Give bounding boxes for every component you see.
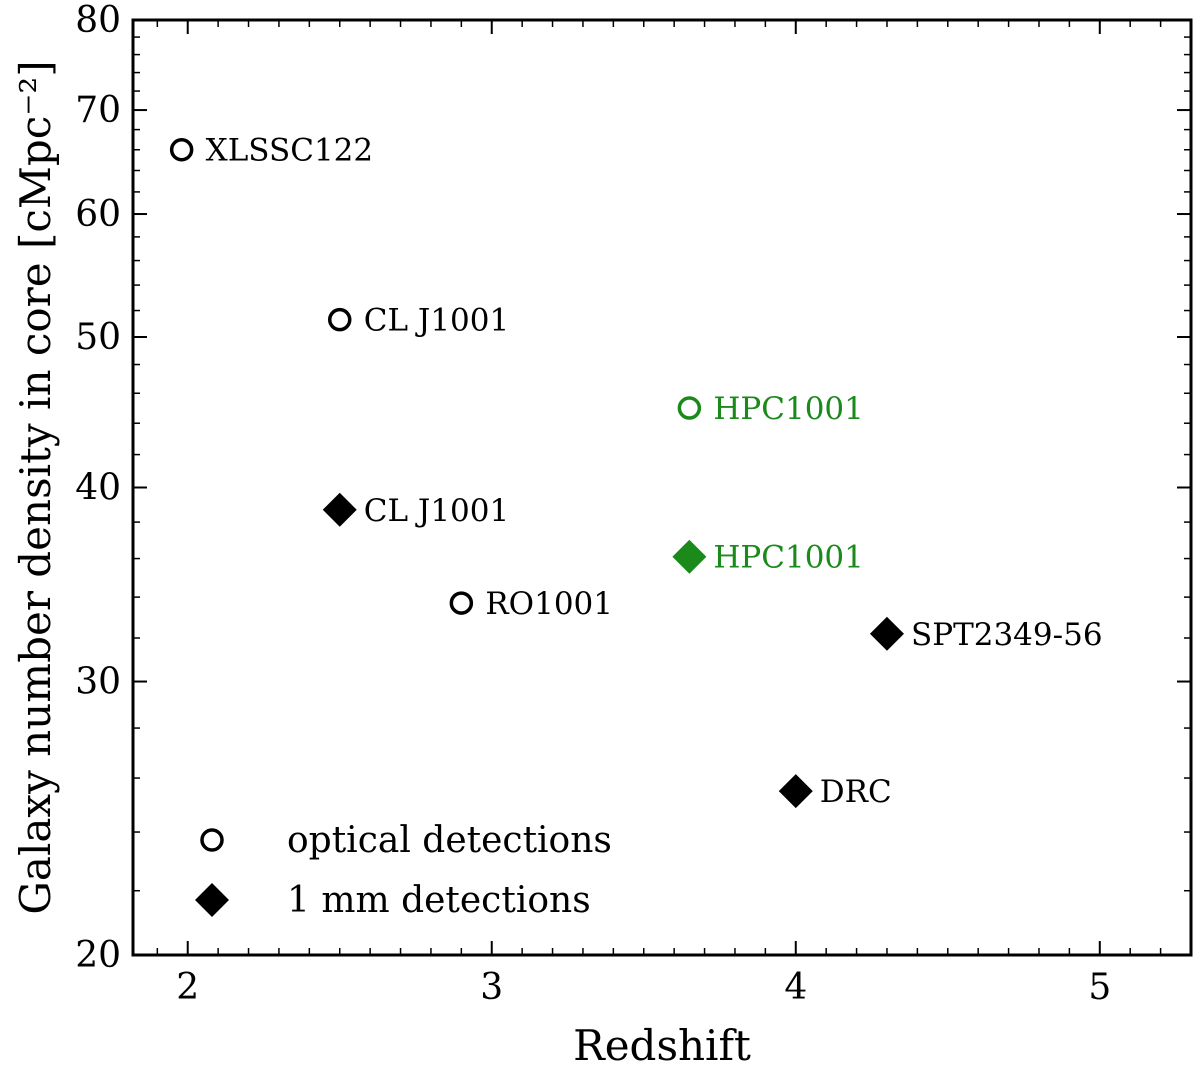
x-tick-label: 2	[176, 967, 199, 1008]
legend-label: optical detections	[287, 820, 612, 861]
legend-circle-marker	[200, 828, 224, 852]
legend: optical detections 1 mm detections	[195, 820, 612, 921]
mm-point-hpc1001	[672, 539, 707, 574]
plot-frame	[131, 18, 1193, 957]
optical-point-hpc1001	[677, 396, 702, 420]
y-tick-label: 30	[75, 662, 121, 703]
y-axis-title: Galaxy number density in core [cMpc⁻²]	[11, 60, 60, 914]
point-label-cl-j1001: CL J1001	[364, 493, 509, 529]
x-tick-label: 4	[784, 967, 807, 1008]
legend-label: 1 mm detections	[287, 880, 591, 921]
point-label-hpc1001: HPC1001	[713, 540, 864, 576]
y-tick-label: 60	[75, 194, 121, 235]
mm-point-drc	[778, 774, 813, 809]
point-label-spt2349-56: SPT2349-56	[911, 617, 1103, 653]
optical-point-cl-j1001	[327, 307, 352, 332]
y-tick-label: 20	[75, 935, 121, 976]
point-label-cl-j1001: CL J1001	[364, 303, 509, 339]
axis-tick-labels: 2 3 4 5 20 30 40 50 60 70 80	[75, 0, 1111, 1008]
point-label-ro1001: RO1001	[485, 586, 613, 622]
point-label-drc: DRC	[820, 774, 892, 810]
point-label-xlssc122: XLSSC122	[206, 133, 373, 169]
optical-point-xlssc122	[169, 137, 194, 162]
y-tick-label: 50	[75, 317, 121, 358]
y-tick-label: 40	[75, 468, 121, 509]
legend-diamond-marker	[195, 883, 229, 917]
y-tick-label: 80	[75, 0, 121, 41]
y-tick-label: 70	[75, 90, 121, 131]
data-points: XLSSC122 CL J1001 HPC1001 RO1001 CL J1001 HPC…	[169, 133, 1103, 810]
mm-point-cl-j1001	[322, 492, 357, 527]
x-tick-label: 5	[1088, 967, 1111, 1008]
mm-point-spt2349-56	[869, 616, 904, 651]
x-axis-title: Redshift	[573, 1021, 751, 1067]
optical-point-ro1001	[449, 591, 474, 615]
x-tick-label: 3	[480, 967, 503, 1008]
point-label-hpc1001: HPC1001	[713, 391, 864, 427]
